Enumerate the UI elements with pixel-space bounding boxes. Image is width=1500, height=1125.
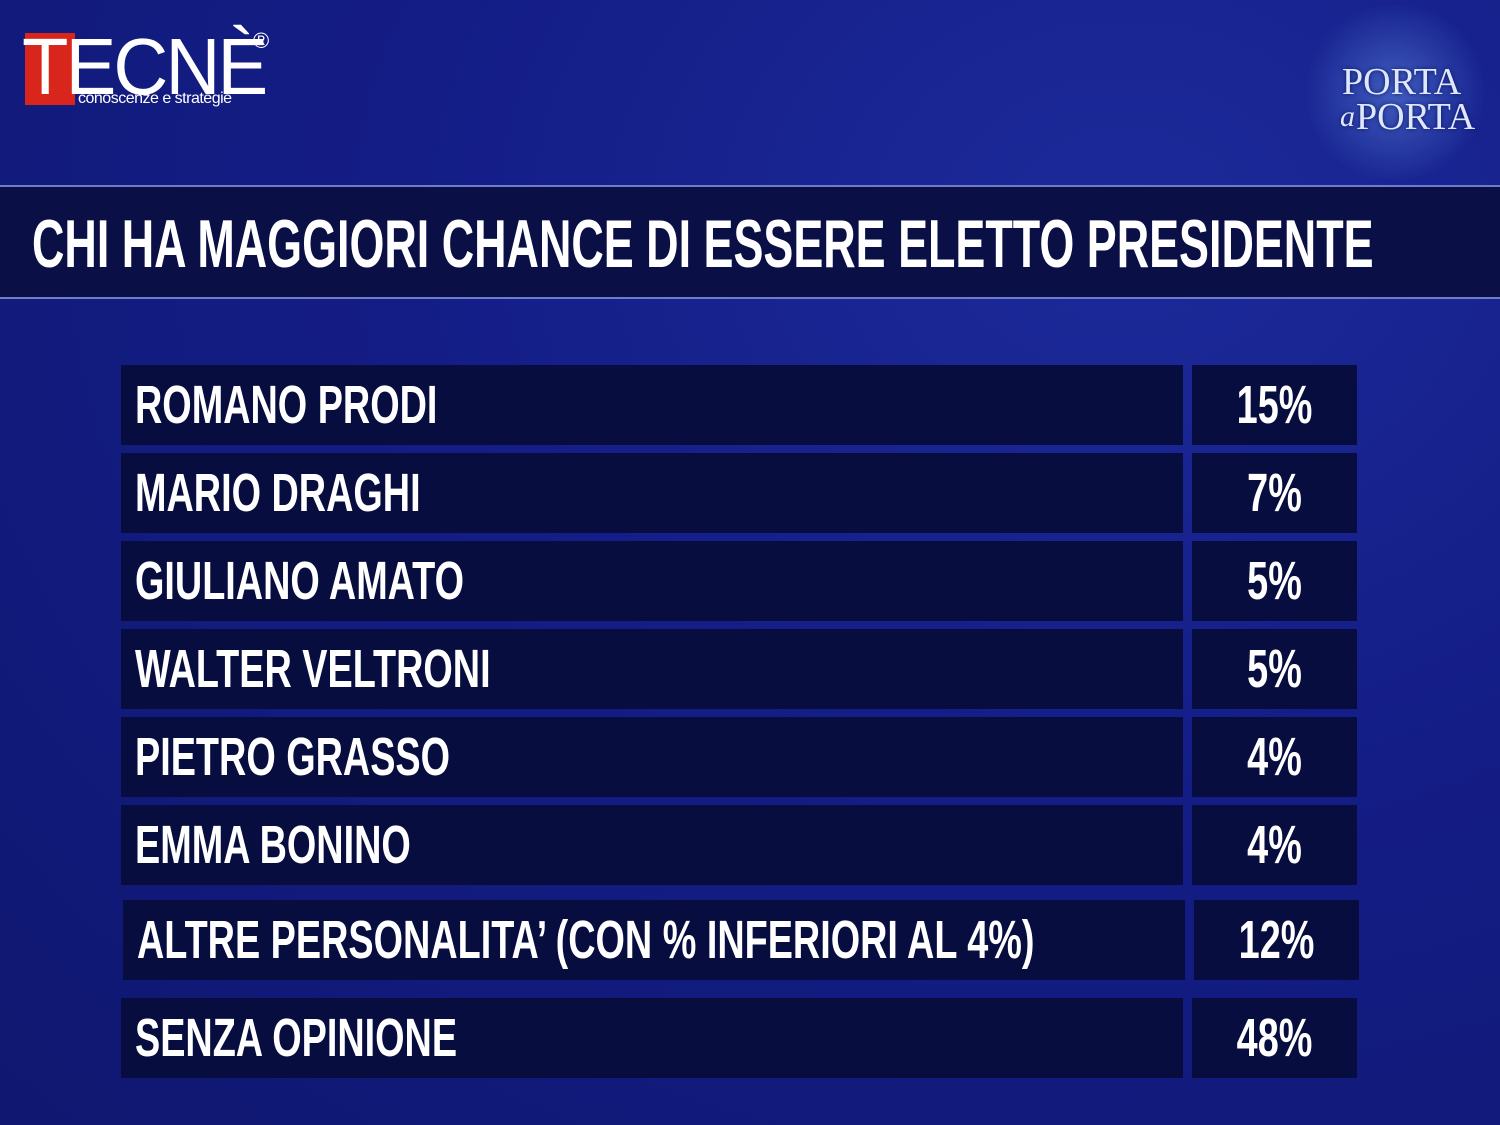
name-cell: GIULIANO AMATO — [121, 541, 1183, 621]
candidate-name: PIETRO GRASSO — [135, 727, 451, 787]
value-cell: 5% — [1192, 629, 1357, 709]
registered-mark: ® — [253, 28, 270, 53]
percentage: 4% — [1247, 815, 1302, 875]
show-logo: PORTA a PORTA — [1300, 5, 1490, 180]
name-cell: PIETRO GRASSO — [121, 717, 1183, 797]
candidate-name: MARIO DRAGHI — [135, 463, 421, 523]
show-logo-word: a — [1340, 100, 1355, 133]
candidate-name: EMMA BONINO — [135, 815, 411, 875]
value-cell: 5% — [1192, 541, 1357, 621]
percentage: 48% — [1236, 1008, 1313, 1068]
candidate-name: ROMANO PRODI — [135, 375, 438, 435]
logo-box — [25, 33, 75, 105]
show-logo-word: PORTA — [1342, 61, 1462, 103]
name-cell: ROMANO PRODI — [121, 365, 1183, 445]
value-cell: 4% — [1192, 717, 1357, 797]
percentage: 5% — [1247, 639, 1302, 699]
percentage: 4% — [1247, 727, 1302, 787]
name-cell: ALTRE PERSONALITA’ (CON % INFERIORI AL 4… — [123, 900, 1185, 980]
name-cell: SENZA OPINIONE — [121, 998, 1183, 1078]
percentage: 7% — [1247, 463, 1302, 523]
percentage: 12% — [1238, 910, 1315, 970]
name-cell: EMMA BONINO — [121, 805, 1183, 885]
title-band — [0, 185, 1500, 299]
tagline: conoscenze e strategie — [78, 90, 232, 107]
candidate-name: GIULIANO AMATO — [135, 551, 464, 611]
show-logo-word: PORTA — [1356, 96, 1476, 138]
percentage: 5% — [1247, 551, 1302, 611]
brand: TECNÈ — [22, 22, 268, 111]
candidate-name: ALTRE PERSONALITA’ (CON % INFERIORI AL 4… — [137, 910, 1035, 970]
value-cell: 7% — [1192, 453, 1357, 533]
percentage: 15% — [1236, 375, 1313, 435]
value-cell: 12% — [1194, 900, 1359, 980]
value-cell: 48% — [1192, 998, 1357, 1078]
value-cell: 15% — [1192, 365, 1357, 445]
title: CHI HA MAGGIORI CHANCE DI ESSERE ELETTO … — [32, 206, 1374, 282]
name-cell: MARIO DRAGHI — [121, 453, 1183, 533]
name-cell: WALTER VELTRONI — [121, 629, 1183, 709]
candidate-name: SENZA OPINIONE — [135, 1008, 458, 1068]
candidate-name: WALTER VELTRONI — [135, 639, 491, 699]
value-cell: 4% — [1192, 805, 1357, 885]
